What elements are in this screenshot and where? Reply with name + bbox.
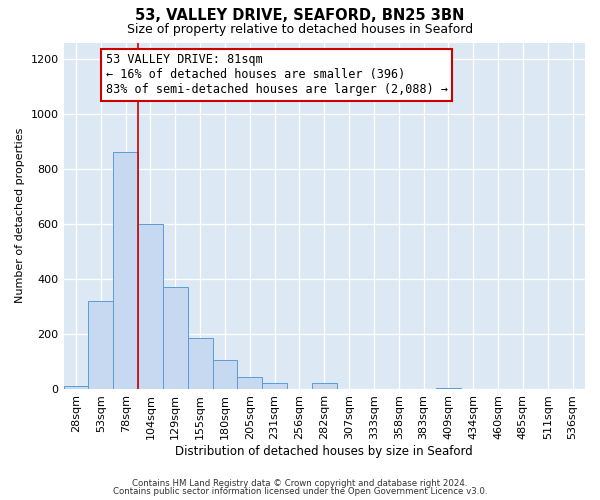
Bar [212,360,238,389]
Text: Contains public sector information licensed under the Open Government Licence v3: Contains public sector information licen… [113,487,487,496]
Text: Size of property relative to detached houses in Seaford: Size of property relative to detached ho… [127,22,473,36]
Bar [163,287,188,389]
Bar [312,384,337,389]
Text: 53, VALLEY DRIVE, SEAFORD, BN25 3BN: 53, VALLEY DRIVE, SEAFORD, BN25 3BN [136,8,464,22]
Text: 53 VALLEY DRIVE: 81sqm
← 16% of detached houses are smaller (396)
83% of semi-de: 53 VALLEY DRIVE: 81sqm ← 16% of detached… [106,54,448,96]
Bar [238,376,262,389]
Bar [262,384,287,389]
X-axis label: Distribution of detached houses by size in Seaford: Distribution of detached houses by size … [175,444,473,458]
Bar [188,338,212,389]
Text: Contains HM Land Registry data © Crown copyright and database right 2024.: Contains HM Land Registry data © Crown c… [132,478,468,488]
Bar [64,386,88,389]
Bar [138,224,163,389]
Bar [88,301,113,389]
Y-axis label: Number of detached properties: Number of detached properties [15,128,25,304]
Bar [436,388,461,389]
Bar [113,152,138,389]
